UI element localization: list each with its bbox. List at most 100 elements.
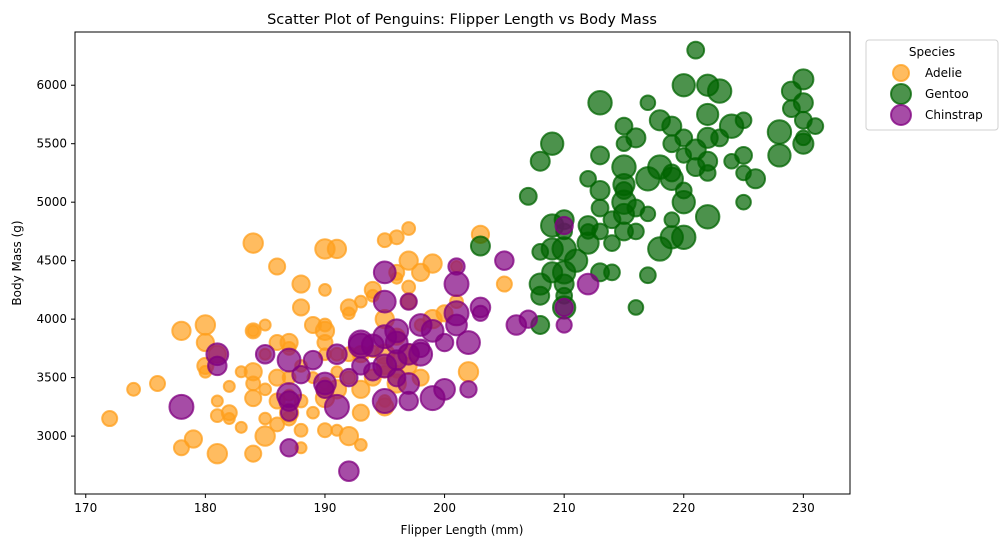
- data-point: [806, 117, 825, 136]
- data-point: [222, 412, 236, 426]
- legend-item-chinstrap: Chinstrap: [890, 104, 983, 126]
- data-point: [101, 410, 119, 428]
- data-point: [554, 215, 574, 236]
- data-point: [242, 232, 264, 254]
- data-point: [671, 190, 696, 215]
- y-tick-label: 4000: [36, 312, 67, 326]
- data-point: [222, 379, 236, 393]
- data-point: [576, 231, 600, 255]
- x-tick-label: 190: [314, 501, 337, 515]
- data-point: [639, 266, 657, 285]
- series-chinstrap: [168, 215, 600, 482]
- data-point: [433, 377, 456, 401]
- data-point: [302, 349, 324, 371]
- data-point: [457, 361, 480, 383]
- data-point: [576, 272, 600, 296]
- data-point: [530, 285, 551, 306]
- y-tick-label: 3500: [36, 371, 67, 385]
- data-point: [792, 132, 815, 155]
- data-point: [495, 275, 513, 293]
- data-point: [317, 422, 333, 439]
- data-point: [696, 102, 720, 127]
- x-tick-label: 230: [792, 501, 815, 515]
- data-point: [745, 168, 767, 190]
- data-point: [338, 460, 360, 482]
- data-point: [767, 143, 792, 168]
- data-point: [459, 380, 478, 399]
- data-point: [183, 429, 203, 449]
- y-axis: 3000 3500 4000 4500 5000 5500 6000: [36, 78, 75, 443]
- data-point: [384, 318, 410, 344]
- legend-title: Species: [909, 45, 955, 59]
- data-point: [589, 179, 611, 201]
- y-tick-label: 5000: [36, 195, 67, 209]
- data-point: [244, 389, 263, 408]
- data-point: [351, 403, 370, 422]
- data-point: [555, 316, 573, 334]
- data-point: [258, 411, 273, 426]
- legend-marker: [890, 83, 912, 105]
- data-point: [471, 304, 490, 322]
- y-tick-label: 5500: [36, 137, 67, 151]
- data-point: [735, 193, 752, 211]
- data-point: [445, 313, 468, 337]
- data-point: [434, 332, 455, 353]
- data-point: [639, 205, 657, 223]
- data-point: [603, 263, 621, 282]
- data-point: [338, 425, 360, 447]
- data-point: [627, 222, 645, 241]
- data-point: [456, 330, 481, 355]
- data-point: [258, 318, 272, 332]
- data-point: [639, 94, 657, 112]
- legend-items: Adelie Gentoo Chinstrap: [890, 64, 983, 126]
- data-point: [554, 297, 574, 318]
- data-point: [671, 224, 697, 250]
- data-point: [494, 250, 515, 271]
- data-point: [279, 438, 299, 458]
- data-point: [315, 379, 335, 400]
- data-point: [372, 289, 397, 314]
- data-point: [353, 294, 368, 309]
- data-point: [244, 322, 262, 340]
- data-point: [734, 111, 753, 130]
- legend: Species Adelie Gentoo Chinstrap: [865, 39, 999, 131]
- data-point: [245, 375, 262, 392]
- legend-item-gentoo: Gentoo: [890, 83, 969, 105]
- x-tick-label: 200: [433, 501, 456, 515]
- legend-item-adelie: Adelie: [892, 64, 962, 82]
- data-point: [671, 73, 696, 98]
- data-point: [399, 292, 418, 311]
- legend-label: Chinstrap: [925, 108, 983, 122]
- data-point: [244, 444, 263, 463]
- data-point: [194, 314, 217, 336]
- data-point: [279, 403, 299, 422]
- data-point: [401, 279, 417, 295]
- data-point: [388, 229, 405, 246]
- data-point: [563, 248, 589, 273]
- data-point: [172, 439, 190, 457]
- data-point: [397, 372, 421, 395]
- data-point: [318, 283, 332, 297]
- data-point: [171, 320, 192, 341]
- data-point: [603, 234, 621, 252]
- data-point: [686, 40, 706, 60]
- plot-frame: [74, 31, 851, 495]
- data-point: [306, 405, 320, 420]
- data-point: [323, 393, 350, 420]
- data-point: [518, 186, 538, 206]
- data-point: [443, 271, 470, 298]
- data-point: [734, 145, 753, 165]
- y-tick-label: 4500: [36, 254, 67, 268]
- data-point: [168, 393, 195, 420]
- y-tick-label: 3000: [36, 429, 67, 443]
- data-point: [540, 131, 565, 156]
- data-point: [401, 221, 417, 236]
- x-tick-label: 180: [194, 501, 217, 515]
- data-point: [339, 367, 359, 388]
- x-tick-label: 210: [553, 501, 576, 515]
- data-point: [694, 204, 721, 230]
- data-point: [625, 127, 647, 149]
- legend-marker: [890, 104, 912, 126]
- x-tick-label: 170: [74, 501, 97, 515]
